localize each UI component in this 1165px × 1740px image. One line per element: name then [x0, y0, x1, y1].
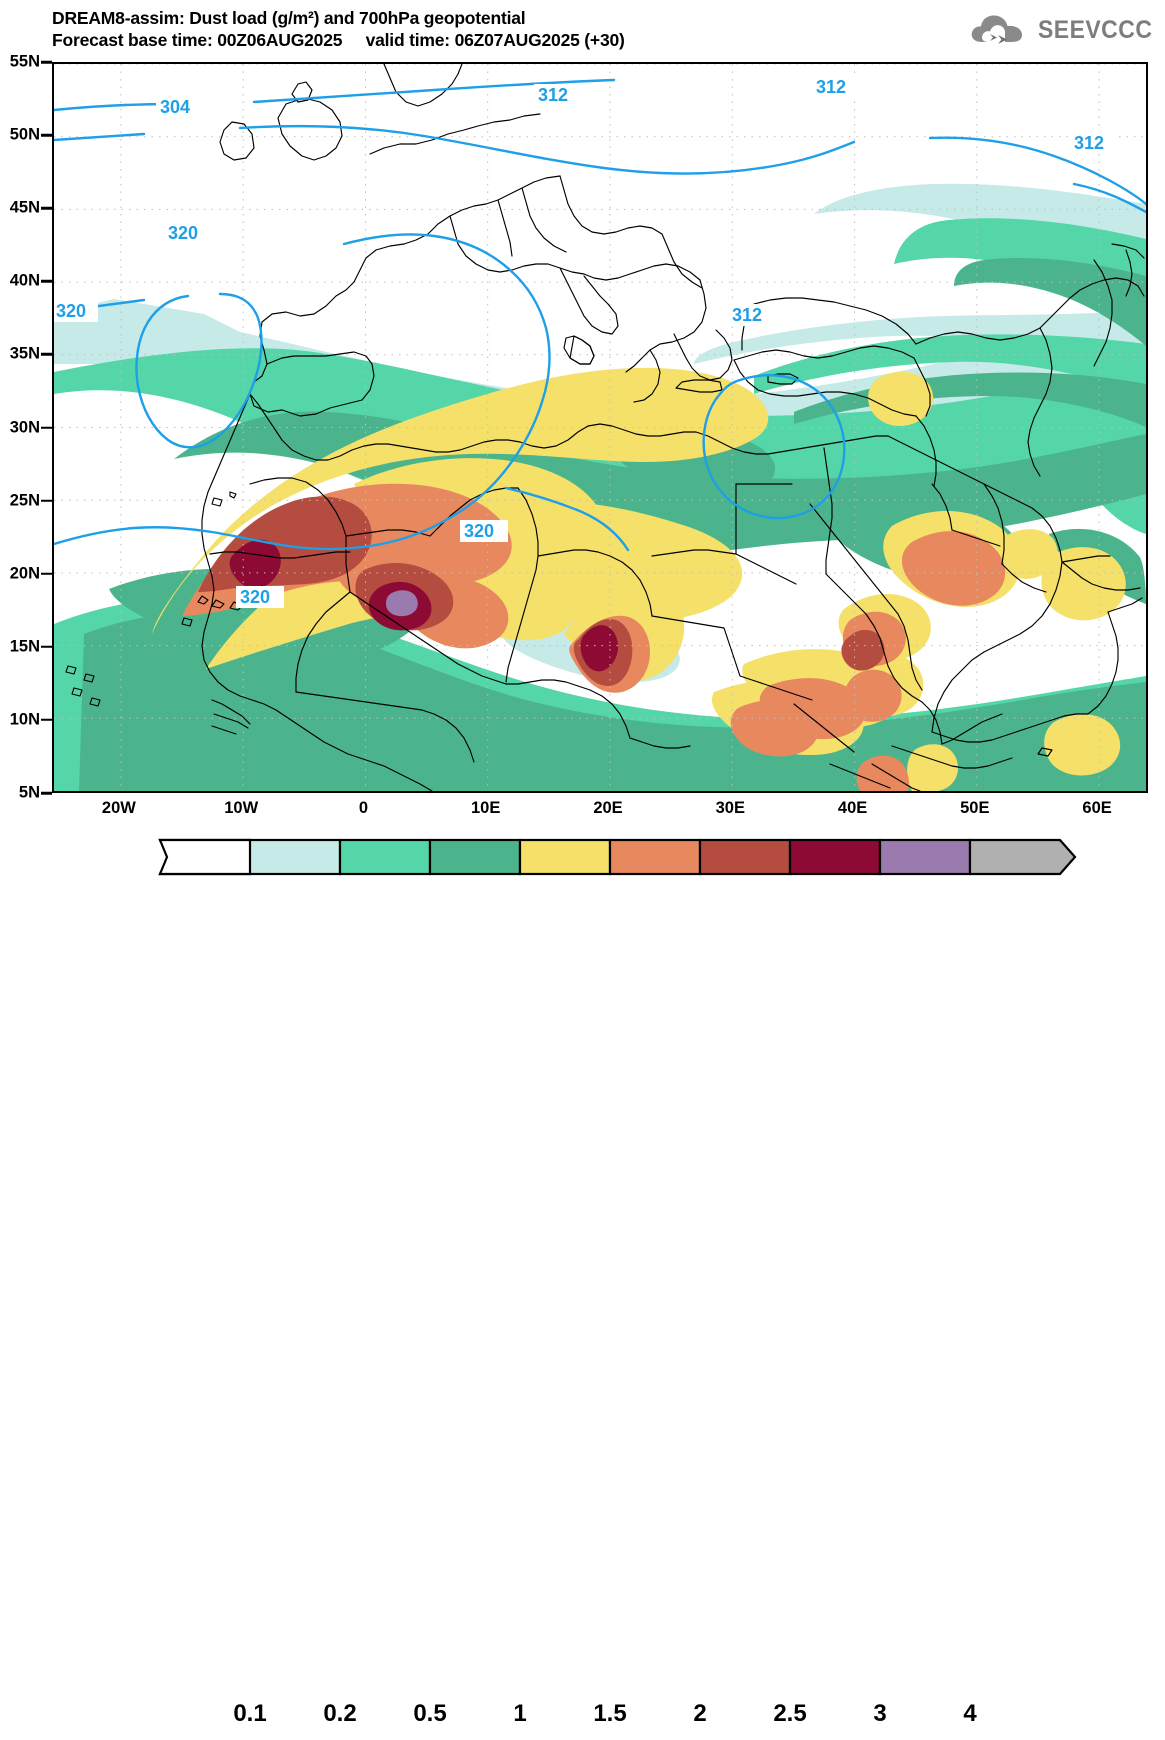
colorbar-label: 1.5: [593, 1700, 627, 1727]
colorbar-over-arrow: [968, 838, 1077, 876]
map-gridlines: [54, 64, 1146, 791]
colorbar-label: 0.1: [233, 1700, 267, 1727]
y-tick-label: 40N: [9, 271, 40, 290]
y-tick-label: 10N: [9, 710, 40, 729]
y-tick-label: 20N: [9, 564, 40, 583]
dust-load-colorbar[interactable]: 0.1 0.2 0.5 1 1.5 2 2.5 3 4: [0, 838, 1165, 1727]
map-canvas: 304 312 312 312 320 320 320 320 312: [54, 64, 1146, 791]
y-tick-mark: [41, 645, 52, 649]
seevccc-logo: SEEVCCC: [968, 10, 1157, 50]
colorbar-label: 2.5: [773, 1700, 807, 1727]
geopotential-contours: [54, 78, 1146, 552]
colorbar-swatches: [158, 838, 1077, 876]
y-tick-label: 35N: [9, 344, 40, 363]
contour-label-312-d: 312: [732, 305, 762, 325]
y-tick-label: 25N: [9, 491, 40, 510]
contour-label-320-c: 320: [464, 521, 494, 541]
y-tick-mark: [41, 60, 52, 64]
x-tick-label: 10E: [471, 799, 501, 817]
contour-label-312-b: 312: [816, 77, 846, 97]
contour-label-304: 304: [160, 97, 190, 117]
x-tick-label: 10W: [224, 799, 259, 817]
y-axis: 55N 50N 45N 40N 35N 30N 25N 20N 15N 10N …: [0, 53, 52, 802]
colorbar-swatch-3: [878, 838, 972, 876]
colorbar-label: 0.2: [323, 1700, 357, 1727]
x-tick-label: 20E: [593, 799, 623, 817]
y-tick-mark: [41, 133, 52, 137]
colorbar-label: 1: [513, 1700, 527, 1727]
y-tick-mark: [41, 206, 52, 210]
chart-header: DREAM8-assim: Dust load (g/m²) and 700hP…: [0, 0, 1165, 60]
y-tick-mark: [41, 353, 52, 356]
colorbar-label: 4: [963, 1700, 977, 1727]
x-tick-label: 40E: [837, 799, 868, 817]
x-tick-label: 60E: [1082, 799, 1112, 817]
x-tick-label: 30E: [715, 799, 745, 817]
forecast-map[interactable]: 304 312 312 312 320 320 320 320 312: [52, 62, 1148, 793]
contour-label-312-a: 312: [538, 85, 568, 105]
cloud-icon: [971, 15, 1022, 44]
y-tick-label: 45N: [9, 198, 40, 217]
page-title: DREAM8-assim: Dust load (g/m²) and 700hP…: [52, 8, 526, 28]
y-tick-mark: [41, 499, 52, 502]
x-axis: 20W 10W 0 10E 20E 30E 40E 50E 60E: [52, 793, 1148, 823]
y-tick-label: 15N: [9, 637, 40, 656]
y-tick-label: 50N: [9, 125, 40, 144]
forecast-time-subtitle: Forecast base time: 00Z06AUG2025 valid t…: [52, 30, 625, 50]
x-tick-label: 0: [358, 799, 369, 817]
y-tick-label: 55N: [9, 52, 40, 71]
colorbar-tick-labels: 0.1 0.2 0.5 1 1.5 2 2.5 3 4: [0, 1700, 1165, 1740]
y-tick-label: 5N: [18, 783, 40, 802]
colorbar-swatch-1: [518, 838, 612, 876]
colorbar-swatch-2: [698, 838, 792, 876]
colorbar-label: 2: [693, 1700, 707, 1727]
y-tick-mark: [41, 572, 52, 575]
colorbar-swatch-2.5: [788, 838, 882, 876]
colorbar-swatch-0.2: [338, 838, 432, 876]
y-tick-mark: [41, 426, 52, 429]
contour-label-320-a: 320: [168, 223, 198, 243]
colorbar-swatch-1.5: [608, 838, 702, 876]
y-tick-label: 30N: [9, 418, 40, 436]
colorbar-label: 3: [873, 1700, 887, 1727]
colorbar-swatch-0.5: [428, 838, 522, 876]
logo-label: SEEVCCC: [1037, 15, 1153, 44]
contour-label-312-c: 312: [1074, 133, 1104, 153]
y-tick-mark: [41, 718, 52, 722]
x-tick-label: 20W: [101, 799, 136, 817]
colorbar-swatch-0.1: [248, 838, 342, 876]
contour-labels: 304 312 312 312 320 320 320 320 312: [54, 76, 1118, 608]
contour-label-320-b: 320: [56, 301, 86, 321]
y-tick-mark: [41, 280, 52, 283]
colorbar-label: 0.5: [413, 1700, 447, 1727]
x-tick-label: 50E: [960, 799, 990, 817]
contour-label-320-d: 320: [240, 587, 270, 607]
dust-load-shading: [54, 183, 1146, 791]
y-tick-mark: [41, 791, 52, 795]
